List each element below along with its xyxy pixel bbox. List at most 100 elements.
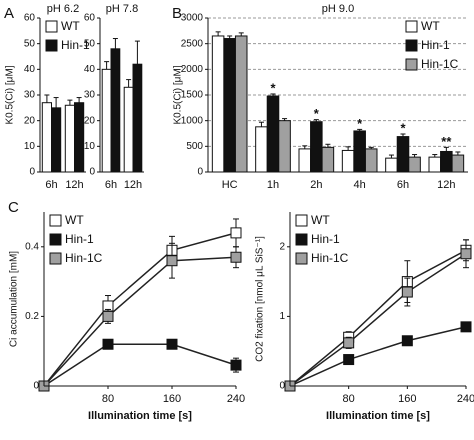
y-tick-label: 20 [84, 115, 96, 126]
bar [51, 107, 62, 173]
x-tick-label: 240 [227, 393, 245, 405]
series-line [289, 253, 467, 387]
bar [408, 156, 421, 173]
y-tick-label: 3000 [181, 13, 204, 24]
y-tick-label: 0 [279, 381, 285, 392]
legend-swatch [405, 58, 418, 71]
series-line [43, 232, 237, 387]
y-axis-label: Ci accumulation [mM] [9, 251, 20, 347]
y-tick-label: 50 [24, 38, 36, 49]
marker [343, 354, 355, 366]
bar [341, 149, 355, 173]
legend-label: Hin-1 [311, 232, 340, 246]
significance-mark: * [357, 116, 363, 131]
y-tick-label: 2000 [181, 64, 204, 75]
x-tick-label: 6h [105, 179, 117, 191]
x-tick-label: 80 [102, 393, 114, 405]
x-tick-label: 12h [65, 179, 83, 191]
x-axis-label: Illumination time [s] [88, 410, 192, 422]
y-tick-label: 1500 [181, 90, 204, 101]
chart-title: pH 9.0 [322, 3, 354, 15]
y-tick-label: 0 [197, 167, 203, 178]
x-tick-label: 6h [397, 179, 409, 191]
legend-label: Hin-1C [421, 57, 459, 71]
series-line [43, 343, 237, 387]
legend-label: WT [65, 213, 84, 227]
y-axis-label: CO2 fixation [nmol μL SiS⁻¹] [255, 236, 266, 362]
y-tick-label: 40 [84, 64, 96, 75]
legend-label: WT [311, 213, 330, 227]
legend-label: Hin-1 [421, 38, 450, 52]
bar [255, 126, 268, 173]
bar [451, 154, 465, 173]
chart-title: pH 6.2 [47, 3, 79, 15]
marker [230, 359, 242, 371]
bar [353, 130, 366, 173]
series-line [43, 256, 237, 387]
panel-letter: C [8, 199, 19, 216]
bar [321, 146, 335, 173]
series-line [289, 249, 467, 387]
bar [310, 121, 323, 173]
y-tick-label: 1 [279, 311, 285, 322]
y-tick-label: 2500 [181, 38, 204, 49]
marker [166, 338, 178, 350]
x-tick-label: 12h [437, 179, 455, 191]
y-tick-label: 50 [84, 38, 96, 49]
series-line [289, 326, 467, 387]
bar [385, 157, 398, 173]
marker [401, 335, 413, 347]
bar [41, 102, 52, 173]
legend-swatch [405, 39, 418, 52]
chart-title: pH 7.8 [106, 3, 138, 15]
panel-letter: B [172, 5, 182, 22]
y-tick-label: 30 [24, 90, 36, 101]
bar [298, 148, 312, 173]
legend-label: WT [421, 19, 440, 33]
y-tick-label: 10 [24, 141, 36, 152]
x-tick-label: 2h [310, 179, 322, 191]
marker [343, 337, 355, 349]
legend-swatch [405, 20, 418, 33]
x-axis-label: Illumination time [s] [326, 410, 430, 422]
legend-label: Hin-1 [65, 232, 94, 246]
bar [364, 148, 378, 173]
significance-mark: * [270, 80, 276, 95]
x-tick-label: 6h [45, 179, 57, 191]
y-tick-label: 60 [84, 13, 96, 24]
x-tick-label: HC [222, 179, 238, 191]
bar [440, 150, 453, 173]
legend-swatch [49, 252, 62, 265]
y-tick-label: 0.2 [25, 311, 39, 322]
bar [123, 86, 134, 173]
x-tick-label: 4h [354, 179, 366, 191]
legend-label: Hin-1C [65, 251, 103, 265]
significance-mark: ** [441, 134, 452, 149]
bar [428, 156, 442, 173]
x-tick-label: 160 [398, 393, 416, 405]
bar [101, 68, 112, 173]
legend-label: WT [61, 19, 80, 33]
y-tick-label: 60 [24, 13, 36, 24]
legend-swatch [295, 252, 308, 265]
marker [166, 255, 178, 267]
bar [110, 48, 121, 173]
legend-swatch [295, 233, 308, 246]
bar [211, 35, 225, 173]
y-tick-label: 10 [84, 141, 96, 152]
marker [230, 227, 242, 239]
y-axis-label: K0.5(Ci) [μM] [173, 65, 184, 124]
x-tick-label: 80 [343, 393, 355, 405]
bar [278, 120, 291, 173]
y-tick-label: 500 [186, 141, 203, 152]
marker [460, 321, 472, 333]
bar [132, 63, 143, 173]
legend-label: Hin-1C [311, 251, 349, 265]
marker [460, 248, 472, 260]
significance-mark: * [314, 106, 320, 121]
legend-swatch [295, 214, 308, 227]
y-tick-label: 30 [84, 90, 96, 101]
y-tick-label: 0 [89, 167, 95, 178]
x-tick-label: 1h [267, 179, 279, 191]
